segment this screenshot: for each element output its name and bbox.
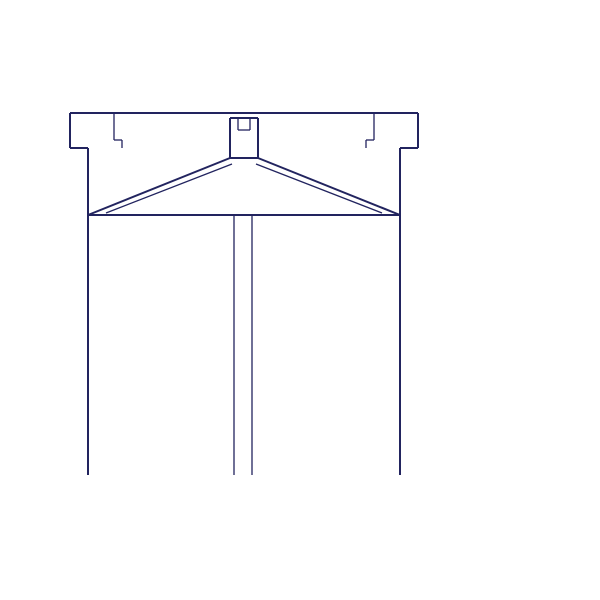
bearing-diagram [0,0,600,600]
